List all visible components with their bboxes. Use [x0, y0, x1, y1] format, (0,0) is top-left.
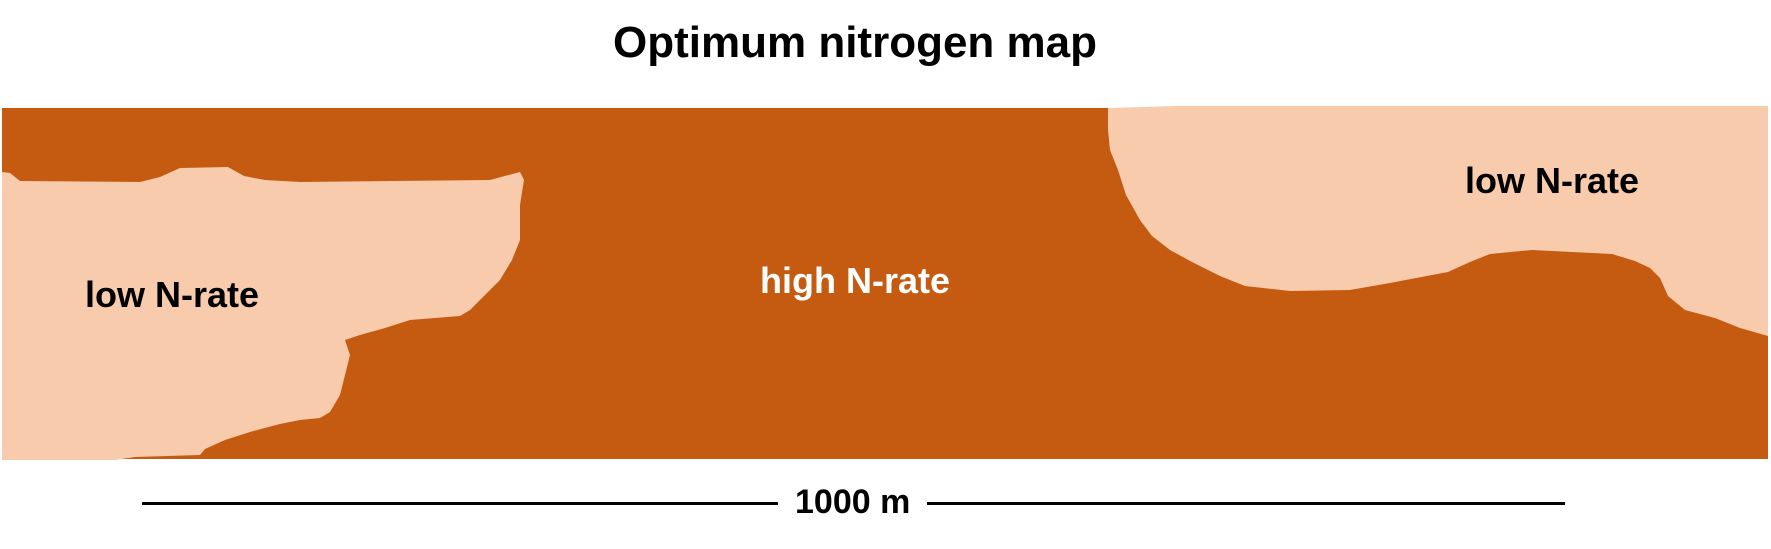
scale-bar-line-right — [927, 502, 1565, 505]
zone-label-left: low N-rate — [85, 274, 260, 315]
map-title: Optimum nitrogen map — [613, 18, 1097, 67]
low-n-rate-zone-right — [1108, 106, 1768, 336]
scale-bar-label: 1000 m — [795, 483, 911, 521]
zone-label-right: low N-rate — [1465, 160, 1640, 201]
low-n-rate-zone-left — [2, 167, 524, 460]
white-corner — [1176, 100, 1771, 106]
scale-bar-line-left — [142, 502, 778, 505]
zone-label-center: high N-rate — [760, 260, 951, 301]
